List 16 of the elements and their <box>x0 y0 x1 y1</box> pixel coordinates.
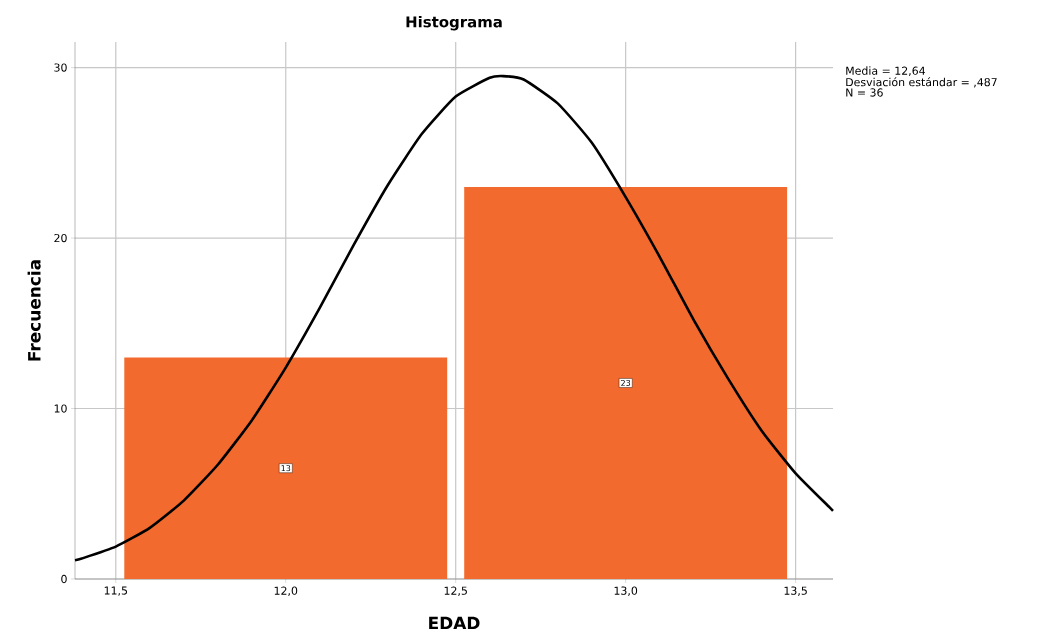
chart-title: Histograma <box>406 15 502 31</box>
y-tick-label: 10 <box>54 404 67 413</box>
x-tick-label: 11,5 <box>104 586 128 596</box>
x-axis-title: EDAD <box>429 616 480 630</box>
line-series <box>73 74 835 562</box>
y-axis-title: Frecuencia <box>27 260 41 361</box>
text: N = 36 <box>846 88 883 97</box>
y-tick-label: 30 <box>54 63 67 72</box>
text: Media = 12,64 <box>846 66 926 76</box>
y-tick-label: 0 <box>61 574 67 584</box>
x-tick-label: 13,5 <box>784 586 807 596</box>
x-tick-label: 12,5 <box>444 586 467 596</box>
x-tick-label: 12,0 <box>274 586 298 596</box>
text: Desviación estándar = ,487 <box>846 77 997 88</box>
y-tick-label: 20 <box>54 233 67 243</box>
x-tick-label: 13,0 <box>614 586 638 596</box>
